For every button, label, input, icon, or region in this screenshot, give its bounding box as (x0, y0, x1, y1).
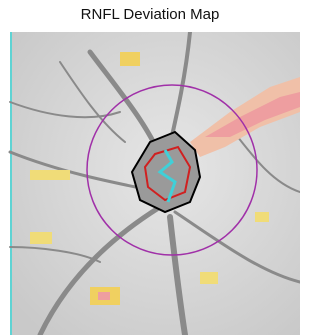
deviation-map (0, 32, 300, 335)
map-title: RNFL Deviation Map (0, 6, 300, 23)
page: RNFL Deviation Map (() => { const d (0, 0, 300, 335)
